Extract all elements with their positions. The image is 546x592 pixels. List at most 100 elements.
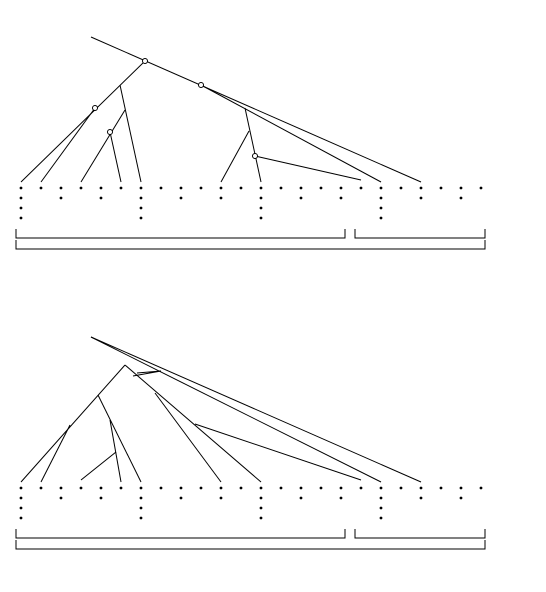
bottom-dot bbox=[199, 486, 203, 490]
top-bracket-inner-left bbox=[15, 229, 346, 239]
top-left-branch-edge bbox=[20, 60, 146, 183]
top-dot bbox=[299, 186, 303, 190]
top-node bbox=[142, 58, 148, 64]
bottom-dot bbox=[279, 486, 283, 490]
top-dot bbox=[379, 186, 383, 190]
bottom-edge bbox=[109, 419, 122, 483]
bottom-dot bbox=[19, 506, 23, 510]
bottom-dot bbox=[459, 496, 463, 500]
bottom-dot bbox=[259, 486, 263, 490]
bottom-dot bbox=[139, 516, 143, 520]
top-edge bbox=[40, 107, 96, 183]
top-dot bbox=[139, 216, 143, 220]
top-dot bbox=[379, 216, 383, 220]
top-edge bbox=[244, 107, 262, 183]
top-dot bbox=[259, 196, 263, 200]
bottom-edge bbox=[154, 392, 222, 483]
top-tree-nodes bbox=[92, 58, 258, 159]
top-dot bbox=[239, 186, 243, 190]
top-node bbox=[92, 105, 98, 111]
bottom-dot bbox=[379, 486, 383, 490]
bottom-edge bbox=[124, 364, 262, 483]
top-dot bbox=[59, 186, 63, 190]
bottom-edge bbox=[80, 451, 117, 481]
top-dot bbox=[139, 186, 143, 190]
top-dot bbox=[299, 196, 303, 200]
bottom-edge bbox=[194, 423, 362, 481]
bottom-dot bbox=[219, 496, 223, 500]
bottom-dot bbox=[179, 486, 183, 490]
top-edge bbox=[119, 84, 142, 183]
top-dot bbox=[39, 186, 43, 190]
top-dot-columns bbox=[19, 186, 483, 220]
top-dot bbox=[99, 186, 103, 190]
top-dot bbox=[459, 196, 463, 200]
bottom-edge bbox=[20, 364, 126, 483]
top-tree-panel bbox=[15, 36, 486, 250]
bottom-dot bbox=[19, 516, 23, 520]
bottom-dot bbox=[99, 496, 103, 500]
top-dot bbox=[19, 186, 23, 190]
top-dot bbox=[419, 196, 423, 200]
top-dot bbox=[59, 196, 63, 200]
bottom-dot bbox=[79, 486, 83, 490]
top-dot bbox=[259, 206, 263, 210]
bottom-dot bbox=[439, 486, 443, 490]
top-dot bbox=[19, 216, 23, 220]
top-dot bbox=[199, 186, 203, 190]
top-dot bbox=[359, 186, 363, 190]
top-dot bbox=[179, 196, 183, 200]
top-dot bbox=[319, 186, 323, 190]
bottom-spine-edge bbox=[90, 336, 422, 483]
top-dot bbox=[179, 186, 183, 190]
top-dot bbox=[279, 186, 283, 190]
top-dot bbox=[139, 196, 143, 200]
bottom-dot bbox=[59, 496, 63, 500]
bottom-tree-panel bbox=[15, 336, 486, 550]
bottom-dot bbox=[339, 496, 343, 500]
top-dot bbox=[339, 196, 343, 200]
top-tree-edges bbox=[20, 36, 422, 183]
bottom-dot bbox=[379, 516, 383, 520]
top-dot bbox=[439, 186, 443, 190]
top-dot bbox=[99, 196, 103, 200]
top-node bbox=[198, 82, 204, 88]
bottom-dot bbox=[159, 486, 163, 490]
top-dot bbox=[19, 196, 23, 200]
top-dot bbox=[339, 186, 343, 190]
top-edge bbox=[220, 130, 250, 183]
top-bracket-outer bbox=[15, 240, 486, 250]
top-edge bbox=[200, 84, 382, 183]
bottom-dot bbox=[319, 486, 323, 490]
bottom-dot bbox=[359, 486, 363, 490]
bottom-dot bbox=[139, 486, 143, 490]
bottom-dot bbox=[479, 486, 483, 490]
bottom-dot bbox=[299, 496, 303, 500]
top-dot bbox=[259, 216, 263, 220]
bottom-dot bbox=[119, 486, 123, 490]
top-dot bbox=[419, 186, 423, 190]
bottom-dot bbox=[59, 486, 63, 490]
bottom-dot bbox=[39, 486, 43, 490]
bottom-dot bbox=[219, 486, 223, 490]
bottom-dot bbox=[419, 486, 423, 490]
top-dot bbox=[159, 186, 163, 190]
top-edge bbox=[80, 109, 126, 183]
bottom-dot bbox=[179, 496, 183, 500]
bottom-dot bbox=[239, 486, 243, 490]
bottom-dot bbox=[419, 496, 423, 500]
top-dot bbox=[379, 196, 383, 200]
bottom-dot bbox=[259, 516, 263, 520]
bottom-bracket-inner-right bbox=[354, 529, 486, 539]
top-dot bbox=[219, 196, 223, 200]
bottom-edge bbox=[97, 394, 142, 483]
bottom-dot bbox=[139, 506, 143, 510]
top-dot bbox=[379, 206, 383, 210]
bottom-bracket-outer bbox=[15, 540, 486, 550]
top-dot bbox=[259, 186, 263, 190]
top-dot bbox=[139, 206, 143, 210]
bottom-dot bbox=[19, 486, 23, 490]
top-dot bbox=[119, 186, 123, 190]
